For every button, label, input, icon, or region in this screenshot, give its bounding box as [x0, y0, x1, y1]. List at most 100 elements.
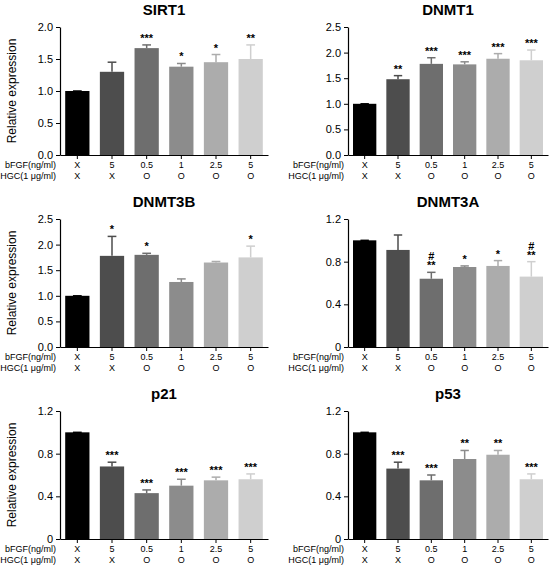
error-bar-cap [212, 54, 221, 56]
x-tick-mark [398, 347, 399, 351]
x-tick-label: 5 [248, 352, 253, 362]
x-tick-mark [77, 347, 78, 351]
bar [239, 59, 263, 155]
y-tick-mark [56, 27, 60, 28]
error-bar-cap [427, 57, 435, 59]
x-tick-label: 5 [529, 160, 534, 170]
figure: SIRT1Relative expression*******0.00.51.0… [0, 0, 559, 575]
x-tick [146, 539, 147, 543]
x-tick-label: 2.5 [210, 544, 223, 554]
error-bar [494, 54, 502, 59]
x-tick [431, 539, 432, 543]
x-row-label: HGC(1 μg/ml) [0, 555, 56, 565]
x-tick-label: X [362, 544, 368, 554]
x-tick-label: O [143, 555, 150, 565]
error-bar-stem [250, 45, 252, 59]
significance-label: *** [525, 37, 539, 49]
x-tick-mark [431, 539, 432, 543]
x-tick [464, 539, 465, 543]
x-tick-label: X [395, 171, 401, 181]
error-bar-cap [494, 260, 502, 262]
x-tick [531, 347, 532, 351]
x-axis-line [61, 539, 269, 540]
bar [520, 479, 543, 539]
y-tick: 2.5 [326, 21, 348, 33]
title: DNMT3B [133, 193, 196, 210]
y-tick: 1.5 [38, 53, 60, 65]
error-bar-stem [497, 54, 499, 59]
significance-label: *** [140, 477, 154, 489]
bar [65, 91, 89, 155]
y-tick-label: 1.5 [326, 72, 341, 84]
y-tick-mark [344, 539, 348, 540]
y-tick-mark [344, 496, 348, 497]
y-tick-label: 0.8 [326, 448, 341, 460]
x-tick-mark [250, 539, 251, 543]
error-bar-cap [527, 473, 535, 475]
x-axis-line [349, 347, 549, 348]
error-bar [427, 272, 435, 278]
error-bar-stem [531, 262, 533, 277]
x-tick [77, 155, 78, 159]
y-tick-label: 2.0 [38, 239, 53, 251]
significance-label: * [463, 253, 468, 265]
x-tick [431, 155, 432, 159]
y-axis: 00.40.81.2 [38, 405, 61, 545]
significance-label: *** [175, 466, 189, 478]
marks [353, 432, 543, 539]
error-bar [108, 462, 117, 466]
bar [420, 279, 443, 347]
bar [353, 432, 376, 539]
y-tick-label: 1.5 [38, 264, 53, 276]
y-axis-line [348, 220, 349, 348]
y-axis-line [60, 220, 61, 348]
bar [135, 255, 159, 347]
y-tick: 1.0 [38, 290, 60, 302]
error-bar-stem [250, 474, 252, 479]
x-row-label: bFGF(ng/ml) [293, 352, 344, 362]
error-bar-cap [360, 432, 368, 434]
x-tick [216, 539, 217, 543]
x-tick-label: X [395, 555, 401, 565]
x-tick-label: X [362, 171, 368, 181]
y-tick-label: 0.5 [38, 315, 53, 327]
y-tick-mark [56, 454, 60, 455]
x-tick [112, 347, 113, 351]
x-tick-label: O [247, 363, 254, 373]
x-tick-label: O [178, 171, 185, 181]
bar [353, 104, 376, 155]
bar [453, 64, 476, 155]
error-bar [494, 261, 502, 266]
bar [520, 277, 543, 347]
error-bar [460, 450, 468, 459]
x-tick-mark [146, 539, 147, 543]
bar [100, 466, 124, 539]
error-bar-cap [212, 261, 221, 263]
significance-label: *** [106, 449, 120, 461]
significance-label: ** [494, 437, 503, 449]
y-tick: 1.2 [326, 213, 348, 225]
x-tick-label: X [74, 555, 80, 565]
bar [100, 256, 124, 347]
y-tick-mark [56, 155, 60, 156]
y-tick-label: 0.4 [38, 490, 53, 502]
x-tick-label: 5 [395, 352, 400, 362]
y-tick-mark [56, 59, 60, 60]
y-tick: 2.0 [326, 47, 348, 59]
x-tick [250, 155, 251, 159]
y-tick-mark [56, 245, 60, 246]
significance-label: *** [244, 461, 258, 473]
x-tick-mark [364, 155, 365, 159]
x-tick-label: X [109, 363, 115, 373]
x-tick-label: 1 [179, 352, 184, 362]
title: DNMT3A [417, 193, 480, 210]
error-bar [460, 62, 468, 65]
y-tick-label: 0.4 [326, 490, 341, 502]
y-tick-label: 1.2 [326, 213, 341, 225]
error-bar-cap [108, 61, 117, 63]
x-tick [398, 347, 399, 351]
x-tick-label: X [74, 363, 80, 373]
error-bar-stem [215, 55, 217, 63]
x-row-label: bFGF(ng/ml) [5, 352, 56, 362]
y-tick-label: 1.2 [38, 405, 53, 417]
